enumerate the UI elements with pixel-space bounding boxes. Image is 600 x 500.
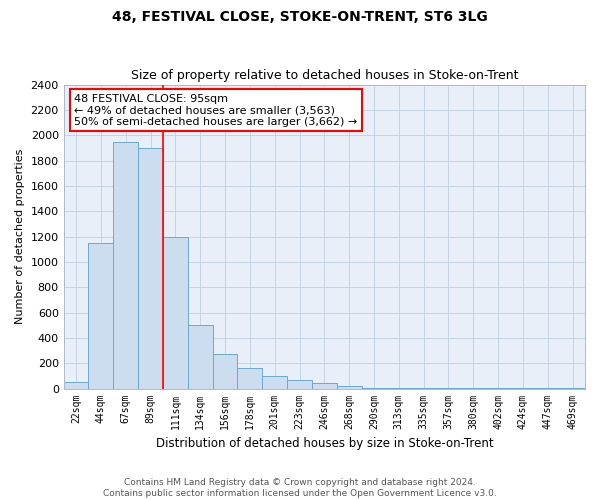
Bar [113,142,138,388]
Bar [138,148,163,388]
Title: Size of property relative to detached houses in Stoke-on-Trent: Size of property relative to detached ho… [131,69,518,82]
Bar [337,386,362,388]
Bar [212,354,238,388]
Bar [88,243,113,388]
Bar [287,380,312,388]
Text: Contains HM Land Registry data © Crown copyright and database right 2024.
Contai: Contains HM Land Registry data © Crown c… [103,478,497,498]
Text: 48, FESTIVAL CLOSE, STOKE-ON-TRENT, ST6 3LG: 48, FESTIVAL CLOSE, STOKE-ON-TRENT, ST6 … [112,10,488,24]
Bar [312,384,337,388]
Bar [238,368,262,388]
Bar [163,236,188,388]
Bar [262,376,287,388]
Bar [64,382,88,388]
Text: 48 FESTIVAL CLOSE: 95sqm
← 49% of detached houses are smaller (3,563)
50% of sem: 48 FESTIVAL CLOSE: 95sqm ← 49% of detach… [74,94,358,127]
Y-axis label: Number of detached properties: Number of detached properties [15,149,25,324]
Bar [188,325,212,388]
X-axis label: Distribution of detached houses by size in Stoke-on-Trent: Distribution of detached houses by size … [155,437,493,450]
